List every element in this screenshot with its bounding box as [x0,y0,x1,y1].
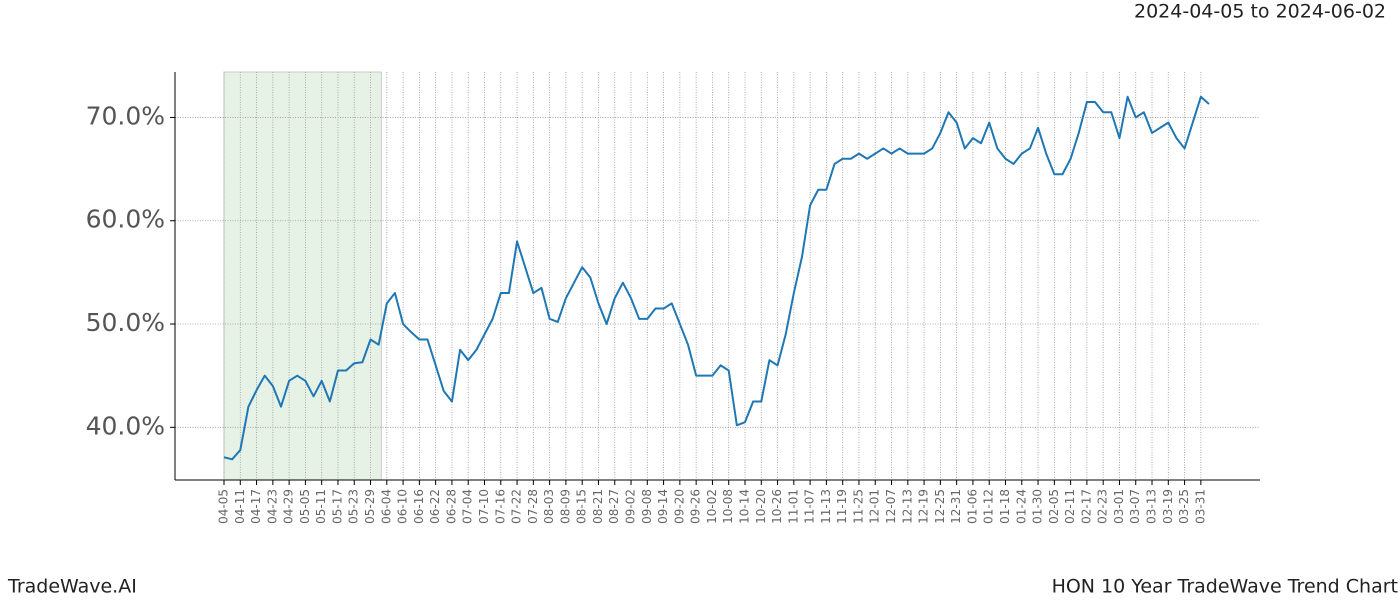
x-tick-label: 11-07 [803,489,817,524]
y-tick-label: 70.0% [86,101,165,130]
x-tick-label: 03-13 [1145,489,1159,524]
x-tick-label: 07-10 [477,489,491,524]
x-tick-label: 05-11 [314,489,328,524]
x-tick-label: 04-11 [233,489,247,524]
x-tick-label: 05-17 [330,489,344,524]
x-tick-label: 03-31 [1193,489,1207,524]
x-tick-label: 11-25 [851,489,865,524]
y-tick-label: 40.0% [86,411,165,440]
x-tick-label: 01-06 [965,489,979,524]
x-tick-label: 09-02 [624,489,638,524]
x-tick-label: 01-30 [1031,489,1045,524]
x-tick-label: 12-25 [933,489,947,524]
y-tick-label: 60.0% [86,205,165,234]
x-tick-label: 05-29 [363,489,377,524]
x-tick-label: 02-11 [1063,489,1077,524]
x-tick-label: 04-23 [265,489,279,524]
x-tick-label: 09-26 [689,489,703,524]
x-tick-label: 11-01 [786,489,800,524]
trend-line [223,95,1210,461]
x-tick-label: 06-10 [396,489,410,524]
x-tick-label: 06-16 [412,489,426,524]
x-tick-label: 04-05 [217,489,231,524]
x-tick-label: 12-31 [949,489,963,524]
x-tick-label: 08-09 [558,489,572,524]
footer-right: HON 10 Year TradeWave Trend Chart [1052,576,1398,598]
x-tick-label: 10-26 [770,489,784,524]
x-tick-label: 08-03 [542,489,556,524]
x-tick-label: 03-01 [1112,489,1126,524]
x-tick-label: 03-07 [1128,489,1142,524]
x-tick-label: 09-08 [640,489,654,524]
footer-left: TradeWave.AI [7,576,137,598]
chart-title: 2024-04-05 to 2024-06-02 [1134,1,1386,23]
y-tick-label: 50.0% [86,308,165,337]
x-tick-label: 11-19 [835,489,849,524]
x-tick-label: 02-05 [1047,489,1061,524]
x-tick-label: 06-28 [444,489,458,524]
x-tick-label: 08-21 [591,489,605,524]
x-tick-label: 06-22 [428,489,442,524]
x-tick-label: 07-28 [526,489,540,524]
x-tick-label: 06-04 [379,489,393,524]
x-tick-label: 12-13 [900,489,914,524]
x-tick-label: 07-22 [510,489,524,524]
x-tick-label: 05-23 [347,489,361,524]
x-tick-label: 11-13 [819,489,833,524]
x-tick-label: 10-08 [721,489,735,524]
x-tick-label: 12-01 [868,489,882,524]
x-tick-label: 04-17 [249,489,263,524]
x-tick-label: 09-14 [656,489,670,524]
x-tick-label: 03-19 [1161,489,1175,524]
x-tick-label: 10-14 [737,489,751,524]
x-tick-label: 07-16 [493,489,507,524]
x-tick-label: 09-20 [672,489,686,524]
x-tick-label: 03-25 [1177,489,1191,524]
x-tick-label: 01-18 [998,489,1012,524]
highlight-range [223,71,382,481]
x-tick-label: 02-17 [1079,489,1093,524]
x-tick-label: 07-04 [461,489,475,524]
x-tick-label: 04-29 [282,489,296,524]
x-tick-label: 10-20 [754,489,768,524]
x-tick-label: 01-12 [982,489,996,524]
x-tick-label: 10-02 [705,489,719,524]
x-tick-label: 02-23 [1096,489,1110,524]
x-tick-label: 12-07 [884,489,898,524]
x-tick-label: 01-24 [1014,489,1028,524]
x-tick-label: 12-19 [917,489,931,524]
x-tick-label: 05-05 [298,489,312,524]
x-tick-label: 08-15 [575,489,589,524]
x-tick-label: 08-27 [607,489,621,524]
